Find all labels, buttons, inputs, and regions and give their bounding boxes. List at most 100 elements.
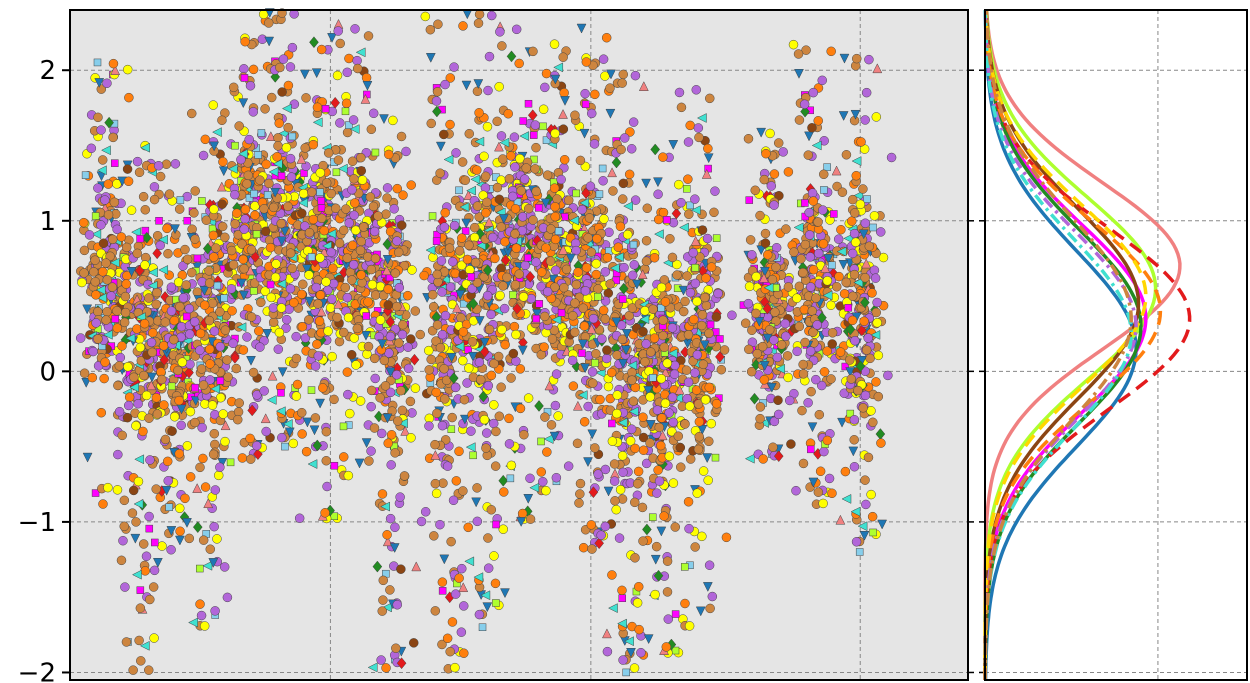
scatter-point — [378, 575, 389, 586]
scatter-point — [182, 441, 193, 451]
scatter-point — [489, 400, 499, 410]
scatter-point — [205, 544, 216, 554]
scatter-point — [598, 305, 609, 316]
scatter-point — [690, 542, 700, 552]
scatter-point — [356, 270, 366, 280]
scatter-point — [511, 243, 522, 253]
scatter-point — [773, 138, 784, 148]
scatter-point — [220, 420, 231, 431]
scatter-point — [152, 287, 162, 298]
scatter-point — [112, 306, 122, 316]
scatter-point — [234, 398, 245, 408]
scatter-point — [90, 277, 100, 287]
scatter-point — [612, 350, 622, 360]
scatter-point — [479, 414, 490, 425]
scatter-point — [528, 215, 538, 225]
scatter-point — [326, 188, 336, 199]
scatter-point — [93, 306, 103, 317]
scatter-point — [454, 246, 465, 256]
scatter-point — [530, 164, 540, 174]
scatter-point — [256, 297, 266, 308]
scatter-point — [190, 234, 200, 244]
scatter-point — [711, 453, 720, 462]
scatter-point — [430, 439, 440, 450]
scatter-point — [184, 303, 194, 314]
scatter-point — [285, 283, 296, 294]
scatter-point — [683, 497, 694, 507]
scatter-point — [449, 220, 460, 231]
scatter-point — [91, 489, 100, 497]
scatter-point — [326, 247, 336, 258]
scatter-point — [202, 560, 213, 571]
scatter-point — [175, 301, 185, 312]
scatter-point — [238, 254, 248, 265]
scatter-point — [811, 374, 821, 385]
scatter-point — [367, 279, 378, 290]
scatter-point — [152, 409, 163, 419]
scatter-point — [525, 473, 535, 484]
scatter-point — [406, 432, 416, 443]
scatter-point — [122, 64, 133, 75]
scatter-point — [208, 230, 219, 241]
scatter-point — [607, 436, 618, 446]
scatter-point — [298, 279, 308, 290]
scatter-point — [663, 614, 674, 624]
scatter-point — [113, 380, 123, 391]
scatter-point — [307, 253, 316, 261]
scatter-point — [152, 230, 163, 241]
scatter-point — [763, 250, 773, 260]
scatter-point — [807, 188, 818, 198]
scatter-point — [141, 390, 152, 401]
scatter-point — [176, 321, 187, 332]
scatter-point — [587, 367, 598, 377]
scatter-point — [155, 240, 165, 251]
scatter-point — [81, 378, 92, 388]
scatter-point — [573, 267, 583, 277]
scatter-point — [223, 372, 233, 382]
scatter-point — [242, 332, 252, 342]
scatter-point — [198, 150, 209, 161]
scatter-point — [198, 535, 209, 545]
scatter-point — [339, 422, 348, 431]
scatter-point — [805, 346, 816, 356]
scatter-point — [536, 467, 547, 477]
scatter-point — [585, 181, 596, 191]
scatter-point — [227, 306, 237, 316]
scatter-point — [82, 452, 93, 463]
scatter-point — [281, 142, 292, 153]
scatter-point — [769, 200, 779, 210]
scatter-point — [185, 406, 196, 417]
scatter-point — [196, 610, 207, 621]
scatter-point — [266, 92, 277, 103]
scatter-point — [397, 405, 408, 416]
scatter-point — [248, 367, 259, 378]
scatter-point — [670, 522, 681, 532]
scatter-point — [278, 54, 289, 64]
scatter-point — [498, 154, 508, 164]
scatter-point — [504, 439, 515, 449]
scatter-point — [129, 382, 139, 393]
scatter-point — [584, 213, 595, 223]
scatter-point — [798, 267, 808, 278]
scatter-point — [793, 49, 804, 59]
scatter-point — [492, 599, 500, 607]
scatter-point — [430, 606, 441, 616]
scatter-point — [174, 448, 185, 459]
scatter-point — [690, 368, 700, 378]
scatter-point — [93, 58, 102, 67]
scatter-point — [207, 298, 218, 308]
scatter-point — [800, 337, 810, 348]
scatter-point — [123, 361, 133, 372]
scatter-point — [358, 222, 369, 232]
scatter-point — [347, 184, 357, 195]
scatter-point — [488, 232, 498, 243]
scatter-point — [480, 171, 491, 182]
scatter-point — [109, 257, 120, 268]
scatter-point — [220, 232, 230, 243]
scatter-point — [492, 116, 502, 127]
scatter-point — [490, 461, 501, 471]
scatter-point — [581, 262, 592, 273]
scatter-point — [231, 141, 239, 150]
scatter-point — [804, 230, 815, 240]
scatter-panel: 210−1−2 — [18, 8, 985, 683]
